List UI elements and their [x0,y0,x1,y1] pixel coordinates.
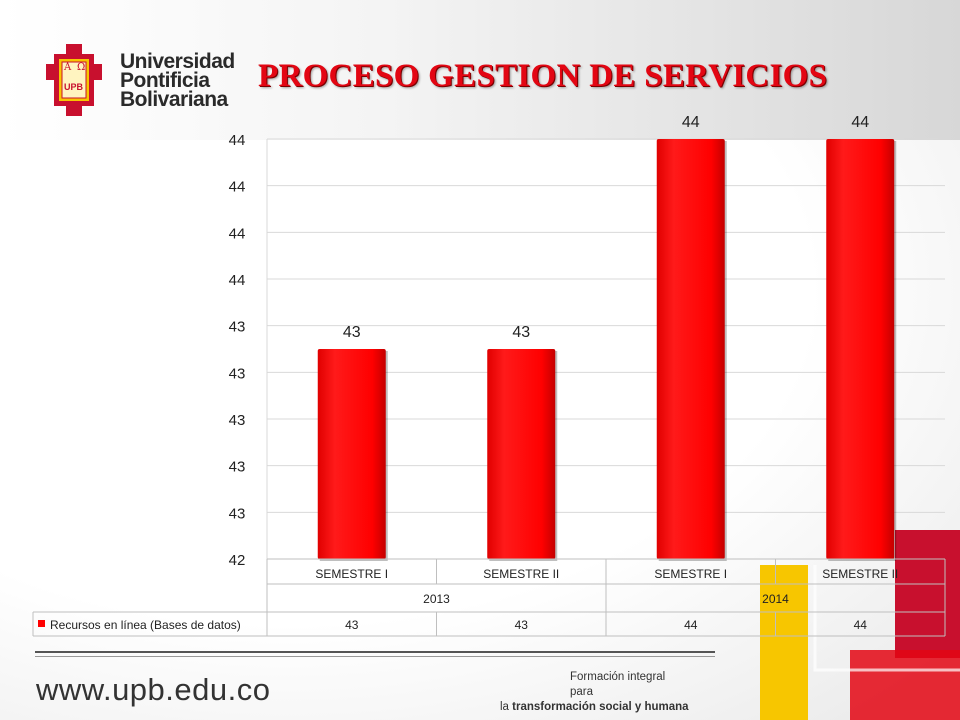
x-category-label: SEMESTRE I [654,567,727,581]
logo-line-2: Pontificia [120,69,210,92]
x-category-label: SEMESTRE I [315,567,388,581]
y-tick-label: 44 [229,132,246,149]
slide-title: PROCESO GESTION DE SERVICIOS [258,58,828,94]
logo-glyph-alpha: Α [64,62,72,73]
legend-series-name: Recursos en línea (Bases de datos) [50,618,241,632]
shield-icon [46,44,102,116]
tagline-line-1: Formación integral para [570,671,666,698]
tagline-line-2: la transformación social y humana [500,700,689,715]
y-tick-label: 43 [229,412,246,429]
y-tick-label: 44 [229,179,246,196]
logo-line-1: Universidad [120,50,235,73]
table-value: 43 [345,618,359,632]
red-block-lower [850,650,960,720]
y-tick-label: 43 [229,319,246,336]
y-tick-label: 43 [229,365,246,382]
red-block [895,530,960,658]
white-frame-line [813,565,960,672]
data-label: 44 [682,114,700,131]
data-label: 44 [851,114,869,131]
y-tick-label: 43 [229,505,246,522]
yellow-block [760,565,808,720]
data-label: 43 [512,324,530,341]
x-group-label: 2013 [423,592,450,606]
table-value: 44 [854,618,868,632]
legend-swatch [38,620,45,627]
y-tick-label: 42 [229,552,246,569]
tagline-prefix: la [500,701,513,713]
y-tick-label: 43 [229,459,246,476]
y-tick-label: 44 [229,272,246,289]
logo-line-3: Bolivariana [120,88,228,111]
table-value: 44 [684,618,698,632]
bar [826,139,895,559]
footer-rule [35,651,715,653]
upb-logo [46,44,102,116]
x-group-label: 2014 [762,592,789,606]
header-gradient [0,0,960,140]
table-value: 43 [515,618,529,632]
x-category-label: SEMESTRE II [483,567,559,581]
y-tick-label: 44 [229,225,246,242]
footer-tagline: Formación integral para la transformació… [500,670,689,715]
bar [656,139,725,559]
corner-decoration [760,530,960,720]
bar [317,349,386,559]
footer-rule-thin [35,656,715,657]
university-name: Universidad Pontificia Bolivariana [120,50,235,111]
footer-url[interactable]: www.upb.edu.co [36,672,271,707]
logo-glyph-upb: UPB [64,82,84,92]
logo-glyph-omega: Ω [77,62,86,73]
data-label: 43 [343,324,361,341]
x-category-label: SEMESTRE II [822,567,898,581]
tagline-emphasis: transformación social y humana [512,701,689,713]
bar [487,349,556,559]
